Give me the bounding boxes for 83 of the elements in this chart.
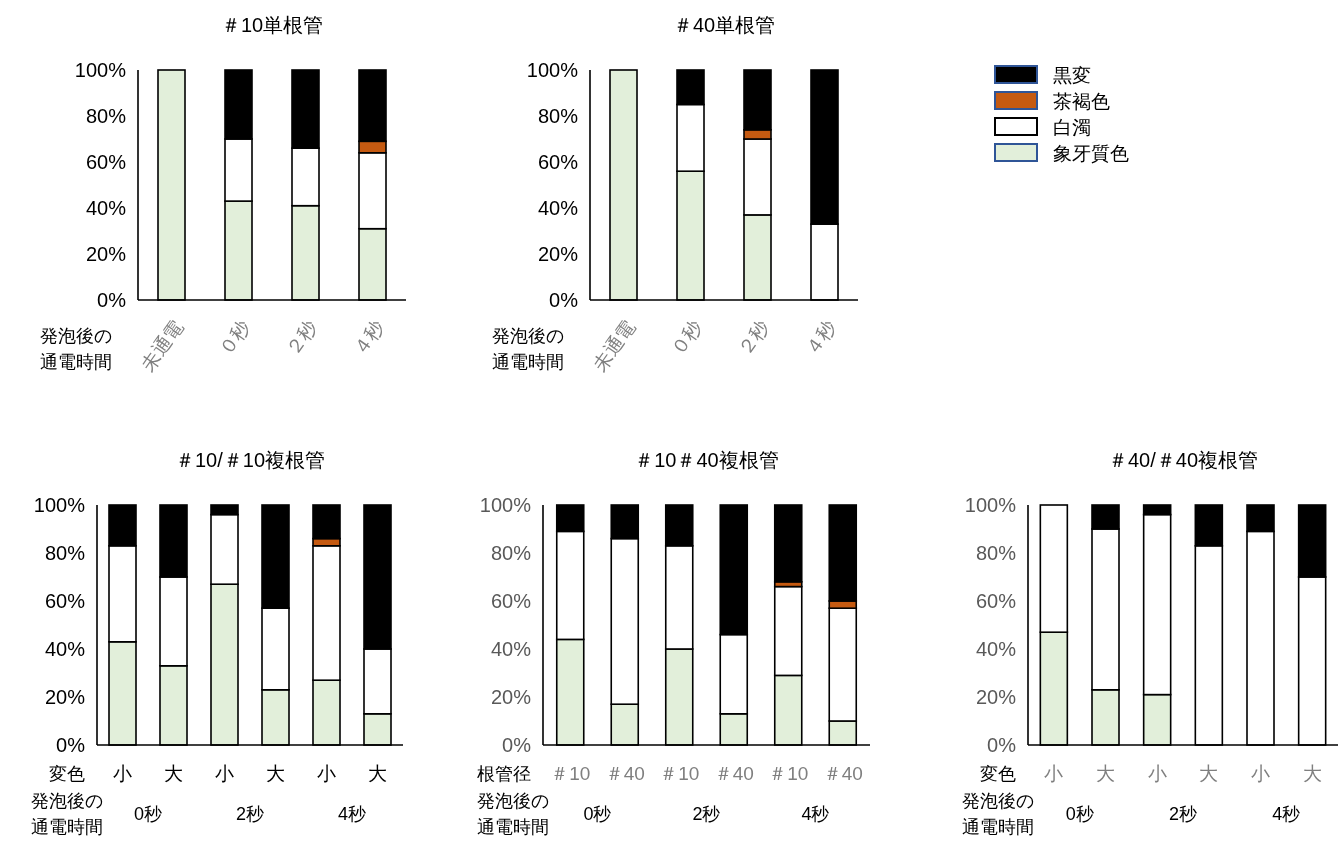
y-tick-label: 100% <box>33 494 86 516</box>
y-tick-label: 100% <box>74 59 127 81</box>
text: 2秒 <box>692 804 721 824</box>
y-tick-label: 100% <box>526 59 579 81</box>
y-tick-label: 40% <box>975 638 1017 660</box>
x-tick-label: 未通電 <box>588 316 639 375</box>
x-axis-title: 発泡後の通電時間 <box>40 326 112 372</box>
chart-title: ＃10＃40複根管 <box>634 449 779 471</box>
text: 2秒 <box>235 804 265 824</box>
chart-title: ＃40/＃40複根管 <box>1107 449 1259 471</box>
x-tick-label: ＃10 <box>659 763 700 784</box>
x-tick-label: ０秒 <box>214 316 254 360</box>
x-tick-label: ４秒 <box>348 316 388 360</box>
legend-label: 白濁 <box>1053 117 1091 138</box>
x-tick-label: 大 <box>266 763 285 784</box>
text: 4秒 <box>801 804 830 824</box>
x-tick-label: ＃40 <box>604 763 645 784</box>
x-tick-label: ＃40 <box>822 763 863 784</box>
y-tick-label: 20% <box>44 686 86 708</box>
x-axis-title: 発泡後の通電時間 <box>492 326 564 372</box>
legend-label: 象牙質色 <box>1053 143 1129 164</box>
text: 変色 <box>49 764 85 784</box>
x-tick-label: 小 <box>1044 763 1064 784</box>
y-tick-label: 20% <box>85 243 127 265</box>
text: 0秒 <box>1065 804 1094 824</box>
y-tick-label: 40% <box>85 197 127 219</box>
y-tick-label: 20% <box>975 686 1017 708</box>
x-tick-label: ＃40 <box>713 763 754 784</box>
x-axis-title: 発泡後の通電時間 <box>31 791 103 837</box>
y-tick-label: 80% <box>44 542 86 564</box>
y-tick-label: 80% <box>85 105 127 127</box>
y-tick-label: 80% <box>537 105 579 127</box>
x-tick-label: 未通電 <box>136 316 187 375</box>
legend-label: 茶褐色 <box>1053 91 1110 112</box>
y-tick-label: 0% <box>502 734 532 756</box>
x-tick-label: ＃10 <box>550 763 591 784</box>
chart-title: ＃10/＃10複根管 <box>174 449 326 471</box>
y-tick-label: 0% <box>987 734 1017 756</box>
y-tick-label: 60% <box>975 590 1017 612</box>
y-tick-label: 60% <box>537 151 579 173</box>
chart-title: ＃10単根管 <box>220 14 324 36</box>
y-tick-label: 40% <box>537 197 579 219</box>
legend-label: 黒変 <box>1053 65 1091 86</box>
text: 4秒 <box>337 804 367 824</box>
y-tick-label: 60% <box>85 151 127 173</box>
x-tick-label: 大 <box>1199 763 1219 784</box>
y-tick-label: 100% <box>964 494 1017 516</box>
y-tick-label: 60% <box>490 590 532 612</box>
y-tick-label: 20% <box>537 243 579 265</box>
text: 4秒 <box>1272 804 1301 824</box>
text: 2秒 <box>1168 804 1198 824</box>
x-tick-label: 大 <box>368 763 387 784</box>
x-tick-label: ２秒 <box>733 316 773 360</box>
x-tick-label: ＃10 <box>768 763 809 784</box>
x-tick-label: ０秒 <box>666 316 706 360</box>
x-tick-label: 小 <box>113 763 132 784</box>
text: 根管径 <box>477 764 531 784</box>
x-tick-label: 小 <box>1251 763 1270 784</box>
y-tick-label: 60% <box>44 590 86 612</box>
y-tick-label: 0% <box>549 289 579 311</box>
x-tick-label: ２秒 <box>281 316 321 360</box>
y-tick-label: 0% <box>56 734 86 756</box>
y-tick-label: 80% <box>490 542 532 564</box>
x-tick-label: 小 <box>1147 763 1167 784</box>
x-tick-label: 小 <box>215 763 234 784</box>
chart-title: ＃40単根管 <box>672 14 776 36</box>
x-tick-label: 小 <box>317 763 336 784</box>
y-tick-label: 0% <box>97 289 127 311</box>
y-tick-label: 100% <box>479 494 532 516</box>
text: 変色 <box>980 764 1016 784</box>
y-tick-label: 40% <box>44 638 86 660</box>
bar <box>773 504 803 583</box>
x-axis-title: 発泡後の通電時間 <box>962 791 1034 837</box>
text: 0秒 <box>133 804 163 824</box>
x-tick-label: 大 <box>1096 763 1115 784</box>
y-tick-label: 20% <box>490 686 532 708</box>
x-tick-label: ４秒 <box>800 316 840 360</box>
text: 0秒 <box>583 804 612 824</box>
y-tick-label: 40% <box>490 638 532 660</box>
x-axis-title: 発泡後の通電時間 <box>477 791 549 837</box>
x-tick-label: 大 <box>1302 763 1322 784</box>
y-tick-label: 80% <box>975 542 1017 564</box>
x-tick-label: 大 <box>164 763 183 784</box>
